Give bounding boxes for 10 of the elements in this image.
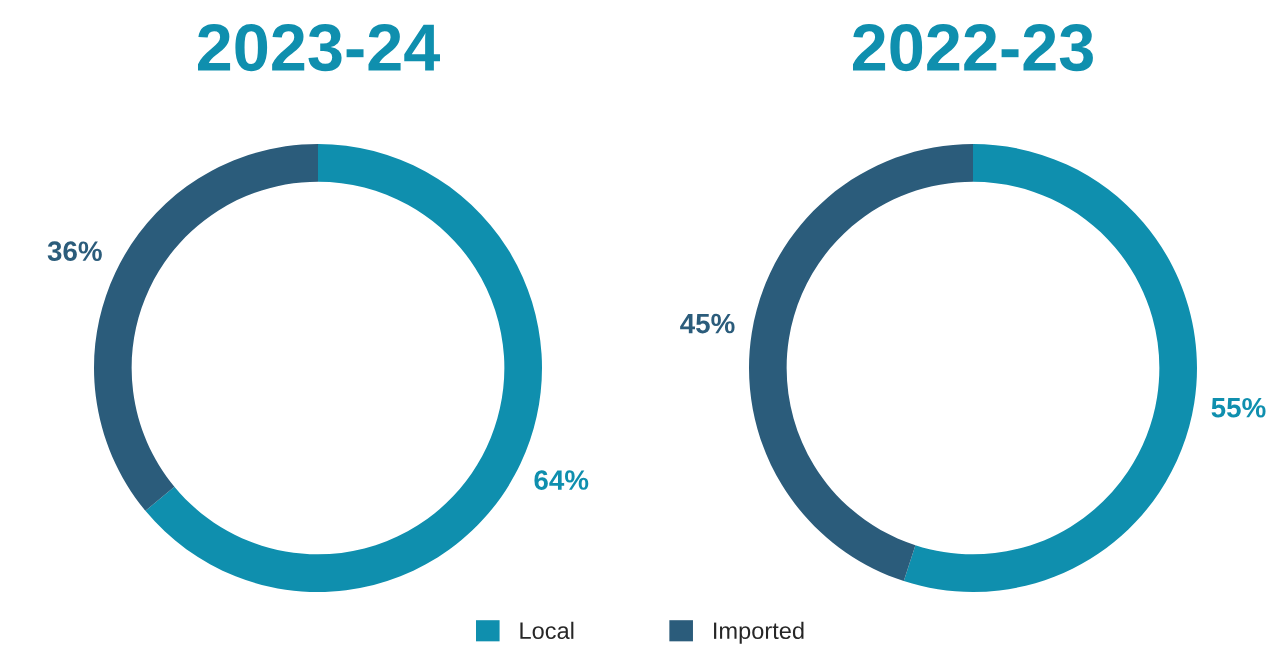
- data-label: 64%: [534, 470, 589, 490]
- data-label: 36%: [47, 241, 102, 262]
- donut-slice: [749, 144, 973, 582]
- chart-title: 2023-24: [197, 23, 440, 72]
- legend-label: Imported: [714, 621, 804, 644]
- data-label: 45%: [680, 313, 735, 334]
- legend-label: Local: [520, 621, 574, 640]
- donut-slice: [903, 144, 1197, 592]
- chart-title: 2022-23: [852, 23, 1093, 72]
- data-label: 55%: [1211, 397, 1266, 418]
